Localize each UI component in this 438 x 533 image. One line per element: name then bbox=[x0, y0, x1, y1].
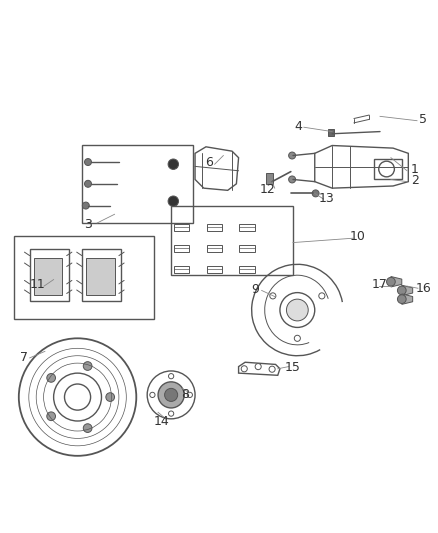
Circle shape bbox=[169, 374, 174, 379]
Text: 14: 14 bbox=[154, 415, 170, 427]
Bar bbox=[207, 224, 222, 231]
Circle shape bbox=[85, 158, 92, 166]
Text: 1: 1 bbox=[411, 164, 419, 176]
Bar bbox=[174, 245, 189, 252]
Text: 6: 6 bbox=[205, 156, 213, 169]
Bar bbox=[265, 173, 272, 184]
Circle shape bbox=[286, 299, 308, 321]
Circle shape bbox=[289, 176, 296, 183]
Bar bbox=[86, 258, 115, 295]
Circle shape bbox=[319, 293, 325, 299]
Circle shape bbox=[270, 293, 276, 299]
Text: 16: 16 bbox=[416, 282, 431, 295]
Bar bbox=[207, 265, 222, 272]
Text: 5: 5 bbox=[419, 114, 427, 126]
Circle shape bbox=[106, 393, 115, 401]
Circle shape bbox=[255, 364, 261, 370]
Bar bbox=[34, 258, 62, 295]
Text: 11: 11 bbox=[29, 278, 45, 291]
Bar bbox=[14, 236, 154, 319]
Polygon shape bbox=[391, 277, 402, 287]
Text: 2: 2 bbox=[411, 174, 419, 187]
Circle shape bbox=[168, 159, 179, 169]
Circle shape bbox=[165, 389, 178, 401]
Text: 9: 9 bbox=[251, 282, 259, 296]
Circle shape bbox=[47, 374, 56, 382]
Circle shape bbox=[294, 335, 300, 341]
Text: 4: 4 bbox=[294, 120, 302, 133]
Text: 10: 10 bbox=[350, 230, 365, 244]
Circle shape bbox=[241, 366, 247, 372]
Bar bbox=[207, 245, 222, 252]
Text: 8: 8 bbox=[181, 389, 189, 401]
Text: 12: 12 bbox=[260, 182, 276, 196]
Circle shape bbox=[387, 277, 395, 286]
Text: 3: 3 bbox=[85, 218, 92, 231]
Bar bbox=[174, 224, 189, 231]
Circle shape bbox=[269, 366, 275, 372]
Circle shape bbox=[47, 412, 56, 421]
Polygon shape bbox=[402, 285, 413, 296]
Circle shape bbox=[83, 424, 92, 432]
Bar bbox=[374, 158, 402, 180]
Circle shape bbox=[85, 180, 92, 187]
Circle shape bbox=[82, 202, 89, 209]
Circle shape bbox=[397, 286, 406, 295]
Text: 7: 7 bbox=[20, 351, 28, 364]
Circle shape bbox=[168, 196, 179, 206]
Circle shape bbox=[289, 152, 296, 159]
Bar bbox=[240, 245, 254, 252]
Text: 15: 15 bbox=[284, 361, 300, 374]
Circle shape bbox=[158, 382, 184, 408]
Bar bbox=[82, 144, 193, 223]
Text: 17: 17 bbox=[372, 278, 388, 291]
Circle shape bbox=[150, 392, 155, 398]
Text: 13: 13 bbox=[319, 192, 335, 205]
Bar bbox=[240, 224, 254, 231]
Bar bbox=[174, 265, 189, 272]
Bar bbox=[171, 206, 293, 275]
Circle shape bbox=[312, 190, 319, 197]
Circle shape bbox=[83, 362, 92, 370]
Polygon shape bbox=[402, 294, 413, 304]
Circle shape bbox=[187, 392, 192, 398]
Circle shape bbox=[397, 295, 406, 303]
Circle shape bbox=[169, 411, 174, 416]
Bar bbox=[328, 130, 334, 136]
Bar bbox=[240, 265, 254, 272]
